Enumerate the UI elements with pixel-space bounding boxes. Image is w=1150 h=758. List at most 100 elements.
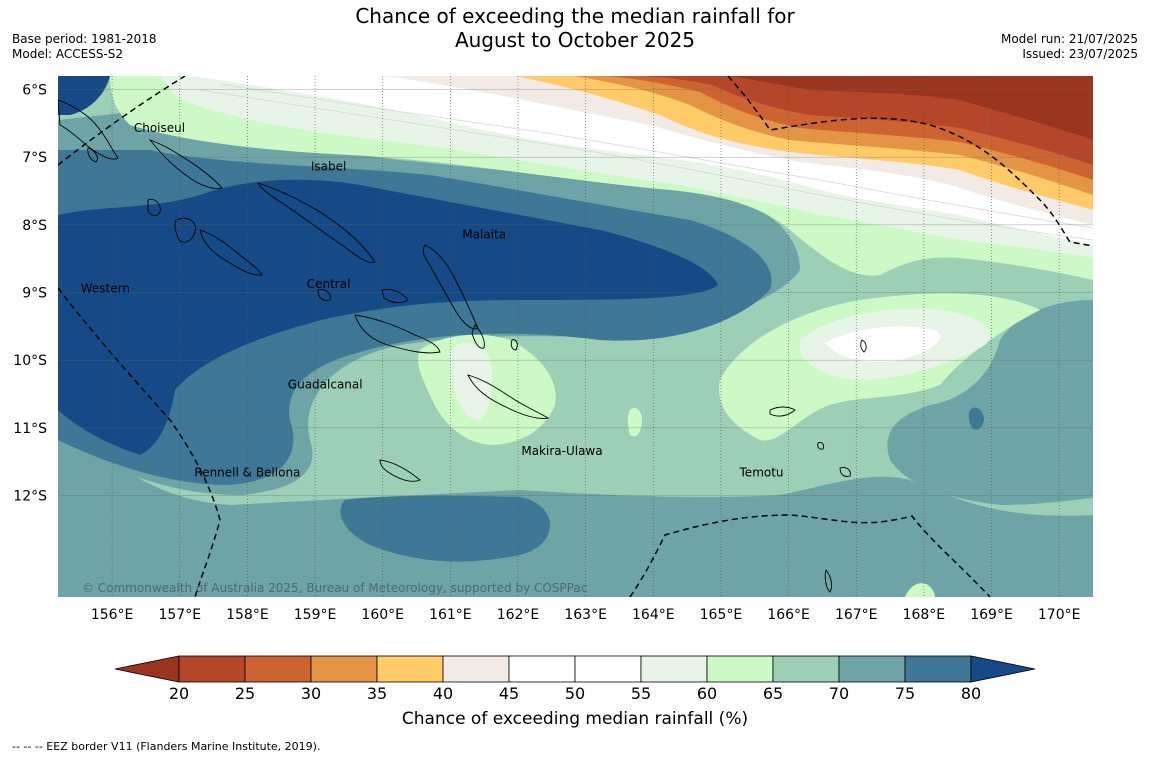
band-75-80-south-blob bbox=[340, 495, 550, 562]
colorbar-tick-label: 50 bbox=[565, 684, 585, 703]
colorbar-segment bbox=[376, 655, 444, 683]
island-new-georgia bbox=[174, 217, 196, 243]
lon-tick-label: 160°E bbox=[361, 607, 404, 623]
lon-tick-label: 157°E bbox=[158, 607, 201, 623]
lon-tick-label: 161°E bbox=[429, 607, 472, 623]
province-label: Temotu bbox=[739, 466, 784, 480]
lon-tick-label: 164°E bbox=[632, 607, 675, 623]
island-guadalcanal bbox=[354, 314, 441, 354]
band-70-75-south bbox=[58, 420, 1093, 597]
colorbar-tick-label: 60 bbox=[697, 684, 717, 703]
colorbar-tick-label: 40 bbox=[433, 684, 453, 703]
colorbar-segment bbox=[244, 655, 312, 683]
band-70-75-east bbox=[887, 300, 1093, 505]
band-80-plus bbox=[58, 179, 718, 455]
eez-border bbox=[58, 76, 1093, 597]
island-bougainville bbox=[58, 99, 119, 160]
colorbar-segment bbox=[904, 655, 972, 683]
colorbar-segment bbox=[178, 655, 246, 683]
colorbar-segment bbox=[706, 655, 774, 683]
lon-tick-label: 170°E bbox=[1038, 607, 1081, 623]
band-50-55-east bbox=[825, 326, 941, 362]
lon-tick-label: 163°E bbox=[564, 607, 607, 623]
province-labels: Choiseul Isabel Malaita Western Central Guada… bbox=[81, 121, 784, 479]
colorbar-segment bbox=[838, 655, 906, 683]
copyright-text: © Commonwealth of Australia 2025, Bureau… bbox=[82, 581, 587, 595]
title-line-1: Chance of exceeding the median rainfall … bbox=[355, 4, 795, 28]
contour-lines bbox=[199, 83, 1093, 241]
island-new-georgia-2 bbox=[199, 229, 263, 276]
lon-tick-label: 169°E bbox=[970, 607, 1013, 623]
province-label: Makira-Ulawa bbox=[521, 444, 602, 458]
province-label: Central bbox=[307, 277, 351, 291]
lon-tick-label: 166°E bbox=[767, 607, 810, 623]
lon-tick-label: 158°E bbox=[226, 607, 269, 623]
base-period: Base period: 1981-2018 bbox=[12, 32, 157, 46]
lat-tick-label: 11°S bbox=[13, 421, 47, 437]
lat-tick-label: 8°S bbox=[22, 218, 47, 234]
contour-field bbox=[58, 76, 1093, 597]
colorbar-segment bbox=[310, 655, 378, 683]
island-ulawa bbox=[510, 339, 518, 351]
island-rennell bbox=[379, 459, 421, 482]
colorbar-tick-label: 55 bbox=[631, 684, 651, 703]
coastlines bbox=[58, 99, 867, 593]
island-temotu-small bbox=[839, 467, 851, 477]
title-line-2: August to October 2025 bbox=[454, 28, 696, 52]
island-russell bbox=[317, 289, 331, 301]
island-small-malaita bbox=[471, 324, 485, 349]
colorbar-tick-label: 80 bbox=[961, 684, 981, 703]
island-santa-cruz bbox=[769, 406, 796, 417]
band-below-20 bbox=[730, 76, 1093, 140]
island-makira bbox=[467, 374, 550, 419]
band-75-80-small bbox=[968, 407, 984, 430]
colorbar-title: Chance of exceeding median rainfall (%) bbox=[401, 709, 749, 729]
colorbar-tick-label: 65 bbox=[763, 684, 783, 703]
island-anuta bbox=[824, 569, 833, 593]
lon-tick-label: 162°E bbox=[497, 607, 540, 623]
province-label: Guadalcanal bbox=[288, 378, 363, 392]
colorbar-tick-label: 45 bbox=[499, 684, 519, 703]
island-choiseul bbox=[148, 139, 223, 189]
lon-tick-label: 159°E bbox=[294, 607, 337, 623]
island-vella bbox=[147, 198, 161, 217]
island-tikopia bbox=[817, 442, 825, 450]
lon-tick-label: 168°E bbox=[903, 607, 946, 623]
colorbar-extend-low bbox=[114, 655, 180, 683]
chart-title: Chance of exceeding the median rainfall … bbox=[0, 4, 1150, 52]
island-small-east bbox=[860, 339, 867, 353]
model-run: Model run: 21/07/2025 bbox=[1000, 32, 1138, 46]
colorbar-tick-label: 35 bbox=[367, 684, 387, 703]
lat-tick-label: 9°S bbox=[22, 286, 47, 302]
province-label: Malaita bbox=[462, 227, 506, 241]
colorbar-tick-label: 30 bbox=[301, 684, 321, 703]
island-malaita bbox=[422, 244, 479, 330]
meta-left: Base period: 1981-2018 Model: ACCESS-S2 bbox=[12, 32, 157, 62]
island-nggela bbox=[381, 289, 409, 304]
colorbar-tick-label: 75 bbox=[895, 684, 915, 703]
band-60-65-small bbox=[627, 408, 642, 437]
island-isabel bbox=[257, 182, 376, 263]
meta-right: Model run: 21/07/2025 Issued: 23/07/2025 bbox=[1001, 32, 1138, 62]
colorbar-segment bbox=[442, 655, 510, 683]
colorbar-tick-label: 20 bbox=[169, 684, 189, 703]
province-label: Choiseul bbox=[134, 121, 185, 135]
lon-tick-label: 165°E bbox=[700, 607, 743, 623]
lat-tick-label: 12°S bbox=[13, 489, 47, 505]
colorbar: 20 25 30 35 40 45 50 55 60 65 70 75 80 bbox=[114, 655, 1036, 703]
province-label: Isabel bbox=[311, 160, 346, 174]
colorbar-tick-label: 25 bbox=[235, 684, 255, 703]
lat-tick-label: 7°S bbox=[22, 150, 47, 166]
lat-tick-labels: 6°S 7°S 8°S 9°S 10°S 11°S 12°S bbox=[13, 83, 47, 505]
eez-footnote: -- -- -- EEZ border V11 (Flanders Marine… bbox=[12, 740, 321, 753]
lat-tick-label: 10°S bbox=[13, 353, 47, 369]
island-small-n bbox=[87, 147, 98, 163]
colorbar-segment bbox=[574, 655, 642, 683]
colorbar-segment bbox=[508, 655, 576, 683]
issued-date: Issued: 23/07/2025 bbox=[1022, 47, 1138, 61]
gridlines bbox=[58, 76, 1093, 597]
model-name: Model: ACCESS-S2 bbox=[12, 47, 124, 61]
colorbar-segment bbox=[772, 655, 840, 683]
lon-tick-labels: 156°E 157°E 158°E 159°E 160°E 161°E 162°E 163°E… bbox=[91, 607, 1081, 623]
